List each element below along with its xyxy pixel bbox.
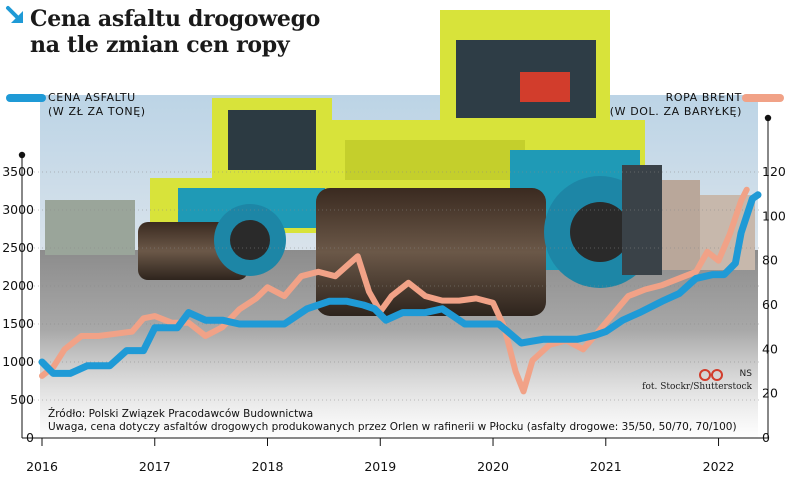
x-tick-label: 2018 xyxy=(252,459,284,474)
chart-title-line2: na tle zmian cen ropy xyxy=(30,32,290,58)
gridlines xyxy=(30,171,760,401)
right-tick-label: 40 xyxy=(762,341,778,356)
cc-logo-icon xyxy=(699,369,723,381)
x-tick-label: 2016 xyxy=(26,459,58,474)
x-tick-label: 2020 xyxy=(477,459,509,474)
series-layer xyxy=(38,186,762,395)
left-axis xyxy=(18,151,26,438)
road-roller-right xyxy=(316,10,662,316)
arrow-down-right-icon xyxy=(6,6,23,23)
left-tick-label: 2000 xyxy=(2,278,34,293)
right-tick-label: 80 xyxy=(762,253,778,268)
right-tick-labels: 0 20 40 60 80 100 120 xyxy=(762,164,786,445)
right-tick-label: 100 xyxy=(762,208,786,223)
right-tick-label: 120 xyxy=(762,164,786,179)
left-tick-label: 500 xyxy=(10,392,34,407)
left-tick-label: 1500 xyxy=(2,316,34,331)
logo-label: NS xyxy=(739,369,752,379)
chart-title-line1: Cena asfaltu drogowego xyxy=(30,6,321,32)
legend-asphalt-unit: (W ZŁ ZA TONĘ) xyxy=(48,105,146,118)
legend-asphalt-name: CENA ASFALTU xyxy=(48,91,136,104)
legend-brent-name: ROPA BRENT xyxy=(665,91,742,104)
left-tick-label: 3500 xyxy=(2,164,34,179)
x-tick-label: 2017 xyxy=(139,459,171,474)
right-tick-label: 0 xyxy=(762,430,770,445)
source-text: Źródło: Polski Związek Pracodawców Budow… xyxy=(48,408,314,420)
photo-credit: fot. Stockr/Shutterstock xyxy=(642,382,752,392)
x-tick-label: 2021 xyxy=(590,459,622,474)
left-tick-label: 0 xyxy=(26,430,34,445)
legend-brent: ROPA BRENT (W DOL. ZA BARYŁKĘ) xyxy=(610,91,742,119)
legend-brent-unit: (W DOL. ZA BARYŁKĘ) xyxy=(609,105,742,118)
x-tick-labels: 2016 2017 2018 2019 2020 2021 2022 xyxy=(26,438,734,474)
x-tick-label: 2022 xyxy=(703,459,735,474)
left-tick-label: 1000 xyxy=(2,354,34,369)
right-tick-label: 20 xyxy=(762,386,778,401)
right-tick-label: 60 xyxy=(762,297,778,312)
x-tick-label: 2019 xyxy=(364,459,396,474)
left-tick-label: 2500 xyxy=(2,240,34,255)
left-tick-labels: 0 500 1000 1500 2000 2500 3000 3500 xyxy=(2,164,34,445)
left-tick-label: 3000 xyxy=(2,202,34,217)
background-photo xyxy=(40,10,758,440)
road-roller-left xyxy=(138,98,335,280)
legend-asphalt: CENA ASFALTU (W ZŁ ZA TONĘ) xyxy=(48,91,146,119)
note-text: Uwaga, cena dotyczy asfaltów drogowych p… xyxy=(48,421,737,433)
series-line-brent xyxy=(39,186,750,395)
series-line-asphalt xyxy=(38,191,762,377)
right-axis xyxy=(764,114,772,438)
